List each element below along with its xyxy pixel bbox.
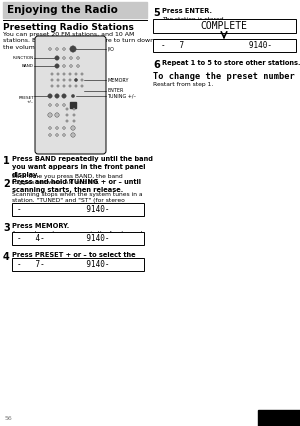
Circle shape (63, 73, 65, 75)
Circle shape (63, 57, 65, 59)
Bar (153, 39, 296, 52)
Text: Repeat 1 to 5 to store other stations.: Repeat 1 to 5 to store other stations. (162, 60, 300, 66)
Text: 1: 1 (3, 156, 10, 166)
Circle shape (63, 85, 65, 87)
Bar (12, 258, 144, 271)
Circle shape (73, 108, 75, 110)
Circle shape (57, 73, 59, 75)
Circle shape (73, 114, 75, 116)
Text: PRESET
+/–: PRESET +/– (18, 96, 34, 104)
Circle shape (48, 94, 52, 98)
Text: FUNCTION: FUNCTION (13, 56, 34, 60)
Circle shape (56, 127, 58, 130)
Text: MEMORY: MEMORY (107, 78, 128, 83)
Circle shape (66, 114, 68, 116)
Bar (153, 19, 296, 33)
Text: ENTER: ENTER (107, 89, 123, 93)
Text: To change the preset number: To change the preset number (153, 72, 295, 81)
Text: 6: 6 (153, 60, 160, 70)
Text: Press MEMORY.: Press MEMORY. (12, 223, 69, 229)
Circle shape (49, 134, 51, 136)
Bar (3, 2, 147, 18)
Text: 56: 56 (5, 416, 13, 421)
Circle shape (73, 120, 75, 122)
Text: BAND: BAND (22, 64, 34, 68)
Circle shape (75, 79, 77, 81)
Circle shape (55, 113, 59, 117)
Circle shape (71, 133, 75, 137)
Circle shape (71, 126, 75, 130)
Circle shape (48, 113, 52, 117)
Circle shape (51, 79, 53, 81)
Circle shape (63, 134, 65, 136)
Circle shape (81, 85, 83, 87)
Circle shape (63, 79, 65, 81)
Circle shape (63, 127, 65, 130)
Circle shape (63, 104, 65, 106)
Circle shape (70, 57, 72, 59)
Circle shape (57, 79, 59, 81)
Circle shape (77, 57, 79, 59)
Circle shape (81, 73, 83, 75)
Text: Press BAND repeatedly until the band
you want appears in the front panel
display: Press BAND repeatedly until the band you… (12, 156, 153, 178)
Circle shape (66, 108, 68, 110)
Text: TUNING +/–: TUNING +/– (107, 93, 136, 98)
Text: COMPLETE: COMPLETE (200, 21, 247, 31)
Bar (12, 203, 144, 216)
Text: Restart from step 1.: Restart from step 1. (153, 82, 213, 87)
Circle shape (55, 94, 59, 98)
Text: -   4-         9140-: - 4- 9140- (17, 234, 110, 243)
Bar (12, 232, 144, 245)
Circle shape (63, 48, 65, 50)
Text: -              9140-: - 9140- (17, 205, 110, 214)
Text: Presetting Radio Stations: Presetting Radio Stations (3, 23, 134, 32)
Circle shape (69, 73, 71, 75)
Text: You can preset 20 FM stations, and 10 AM
stations. Before tuning, make sure to t: You can preset 20 FM stations, and 10 AM… (3, 32, 154, 50)
Bar (70, 102, 76, 108)
Circle shape (51, 85, 53, 87)
Circle shape (74, 78, 77, 81)
Bar (258, 410, 300, 426)
Circle shape (55, 56, 59, 60)
Text: 3: 3 (3, 223, 10, 233)
Text: Each time you press BAND, the band
toggles between AM and FM.: Each time you press BAND, the band toggl… (12, 174, 123, 185)
Circle shape (55, 64, 59, 68)
Circle shape (56, 134, 58, 136)
Circle shape (75, 85, 77, 87)
Circle shape (69, 79, 71, 81)
Circle shape (62, 94, 66, 98)
Circle shape (70, 65, 72, 67)
Circle shape (70, 46, 76, 52)
Circle shape (56, 104, 58, 106)
Circle shape (57, 85, 59, 87)
Text: The station is stored.: The station is stored. (162, 17, 226, 22)
Circle shape (49, 48, 51, 50)
FancyBboxPatch shape (35, 36, 106, 154)
Circle shape (49, 104, 51, 106)
Text: 2: 2 (3, 179, 10, 189)
Text: Press PRESET + or – to select the
preset number you want.: Press PRESET + or – to select the preset… (12, 252, 136, 266)
Circle shape (81, 79, 83, 81)
Text: 5: 5 (153, 8, 160, 18)
Text: Press ENTER.: Press ENTER. (162, 8, 212, 14)
Circle shape (77, 65, 79, 67)
Circle shape (75, 73, 77, 75)
Circle shape (51, 73, 53, 75)
Circle shape (69, 85, 71, 87)
Text: -   7-         9140-: - 7- 9140- (17, 260, 110, 269)
Text: A preset number appears in the front panel
display.: A preset number appears in the front pan… (12, 231, 142, 242)
Circle shape (71, 95, 75, 98)
Text: 4: 4 (3, 252, 10, 262)
Text: Enjoying the Radio: Enjoying the Radio (7, 5, 118, 15)
Circle shape (56, 48, 58, 50)
Text: I/O: I/O (107, 46, 114, 52)
Circle shape (49, 127, 51, 130)
Circle shape (63, 65, 65, 67)
Text: Press and hold TUNING + or – until
scanning starts, then release.: Press and hold TUNING + or – until scann… (12, 179, 141, 193)
Circle shape (66, 120, 68, 122)
Text: Scanning stops when the system tunes in a
station. "TUNED" and "ST" (for stereo
: Scanning stops when the system tunes in … (12, 192, 142, 210)
Text: -   7              9140-: - 7 9140- (161, 41, 272, 50)
